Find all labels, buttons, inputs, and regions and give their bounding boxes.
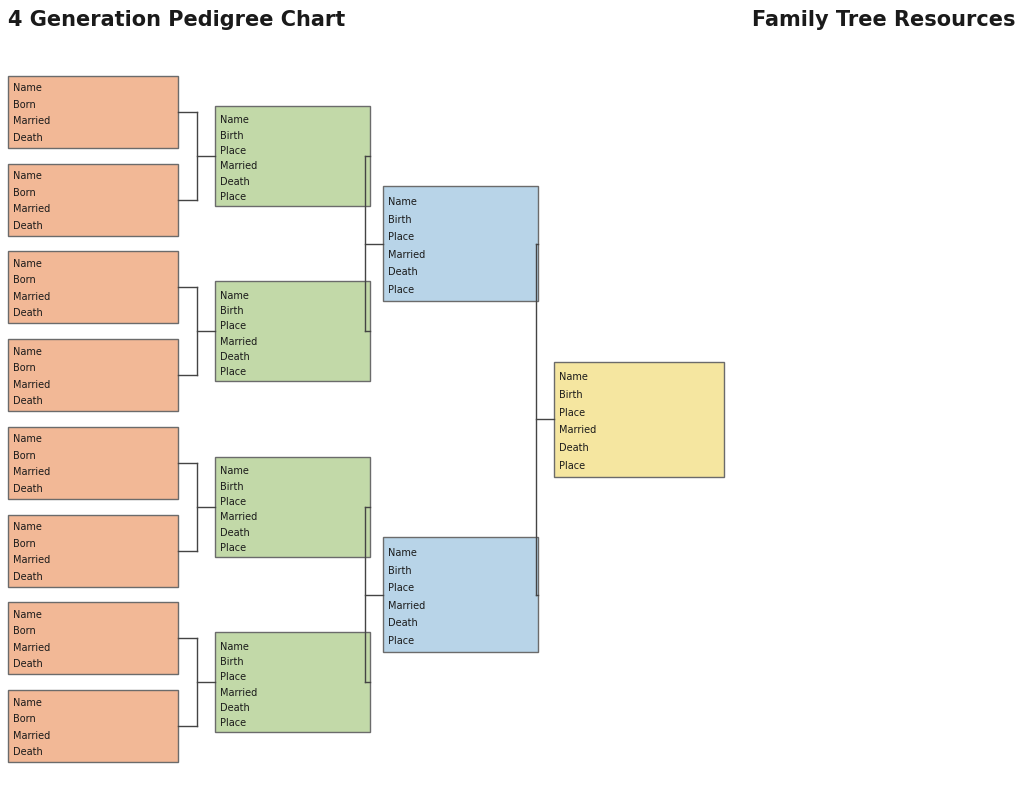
FancyBboxPatch shape bbox=[8, 603, 178, 675]
FancyBboxPatch shape bbox=[383, 537, 538, 652]
Text: Name: Name bbox=[559, 373, 588, 383]
Text: Death: Death bbox=[220, 703, 250, 713]
Text: Married: Married bbox=[13, 467, 50, 478]
Text: Birth: Birth bbox=[559, 390, 583, 400]
Text: Place: Place bbox=[220, 146, 246, 156]
Text: Death: Death bbox=[13, 747, 43, 757]
Text: Married: Married bbox=[388, 250, 425, 260]
Text: Born: Born bbox=[13, 187, 36, 198]
Text: Married: Married bbox=[220, 337, 257, 346]
FancyBboxPatch shape bbox=[8, 427, 178, 499]
Text: Married: Married bbox=[13, 380, 50, 390]
Text: Birth: Birth bbox=[388, 214, 412, 225]
FancyBboxPatch shape bbox=[8, 76, 178, 148]
Text: Place: Place bbox=[388, 636, 414, 646]
Text: Place: Place bbox=[220, 672, 246, 683]
Text: Death: Death bbox=[220, 352, 250, 362]
Text: Married: Married bbox=[13, 555, 50, 565]
Text: Death: Death bbox=[13, 660, 43, 669]
Text: Birth: Birth bbox=[388, 566, 412, 576]
Text: 4 Generation Pedigree Chart: 4 Generation Pedigree Chart bbox=[8, 10, 345, 30]
Text: Name: Name bbox=[220, 291, 249, 301]
FancyBboxPatch shape bbox=[215, 456, 370, 557]
Text: Death: Death bbox=[559, 443, 589, 453]
Text: Death: Death bbox=[388, 267, 418, 278]
Text: Death: Death bbox=[13, 308, 43, 319]
FancyBboxPatch shape bbox=[554, 361, 724, 476]
FancyBboxPatch shape bbox=[8, 252, 178, 324]
Text: Death: Death bbox=[220, 176, 250, 187]
FancyBboxPatch shape bbox=[215, 282, 370, 381]
Text: Born: Born bbox=[13, 539, 36, 549]
Text: Death: Death bbox=[388, 619, 418, 629]
Text: Name: Name bbox=[13, 259, 42, 269]
Text: Place: Place bbox=[388, 233, 414, 242]
Text: Name: Name bbox=[388, 548, 417, 558]
FancyBboxPatch shape bbox=[215, 106, 370, 206]
Text: Married: Married bbox=[13, 292, 50, 302]
Text: Married: Married bbox=[220, 513, 257, 522]
Text: Born: Born bbox=[13, 451, 36, 461]
Text: Married: Married bbox=[13, 643, 50, 653]
Text: Death: Death bbox=[220, 528, 250, 538]
Text: Place: Place bbox=[388, 583, 414, 593]
Text: Place: Place bbox=[559, 460, 585, 471]
Text: Birth: Birth bbox=[220, 482, 244, 492]
Text: Married: Married bbox=[220, 688, 257, 698]
Text: Name: Name bbox=[13, 171, 42, 181]
Text: Born: Born bbox=[13, 275, 36, 286]
Text: Name: Name bbox=[13, 346, 42, 357]
FancyBboxPatch shape bbox=[8, 164, 178, 236]
Text: Place: Place bbox=[559, 407, 585, 418]
Text: Born: Born bbox=[13, 714, 36, 724]
Text: Name: Name bbox=[388, 197, 417, 207]
Text: Married: Married bbox=[13, 731, 50, 740]
Text: Married: Married bbox=[388, 601, 425, 611]
Text: Place: Place bbox=[388, 285, 414, 295]
Text: Name: Name bbox=[13, 434, 42, 445]
Text: Name: Name bbox=[13, 83, 42, 93]
Text: Death: Death bbox=[13, 572, 43, 581]
Text: Married: Married bbox=[559, 426, 596, 435]
Text: Name: Name bbox=[13, 522, 42, 532]
Text: Married: Married bbox=[220, 161, 257, 172]
FancyBboxPatch shape bbox=[215, 632, 370, 732]
Text: Born: Born bbox=[13, 100, 36, 110]
Text: Death: Death bbox=[13, 396, 43, 407]
Text: Name: Name bbox=[220, 466, 249, 476]
Text: Place: Place bbox=[220, 321, 246, 331]
Text: Place: Place bbox=[220, 497, 246, 507]
Text: Birth: Birth bbox=[220, 657, 244, 667]
FancyBboxPatch shape bbox=[383, 186, 538, 301]
Text: Married: Married bbox=[13, 116, 50, 127]
Text: Name: Name bbox=[220, 642, 249, 652]
Text: Place: Place bbox=[220, 718, 246, 729]
Text: Born: Born bbox=[13, 626, 36, 636]
FancyBboxPatch shape bbox=[8, 339, 178, 411]
Text: Birth: Birth bbox=[220, 306, 244, 316]
Text: Death: Death bbox=[13, 221, 43, 231]
Text: Birth: Birth bbox=[220, 131, 244, 141]
Text: Place: Place bbox=[220, 543, 246, 553]
FancyBboxPatch shape bbox=[8, 690, 178, 762]
Text: Place: Place bbox=[220, 368, 246, 377]
Text: Name: Name bbox=[13, 698, 42, 707]
Text: Married: Married bbox=[13, 204, 50, 214]
Text: Death: Death bbox=[13, 133, 43, 143]
Text: Death: Death bbox=[13, 484, 43, 494]
Text: Born: Born bbox=[13, 363, 36, 373]
Text: Name: Name bbox=[220, 115, 249, 125]
FancyBboxPatch shape bbox=[8, 515, 178, 587]
Text: Place: Place bbox=[220, 192, 246, 202]
Text: Name: Name bbox=[13, 610, 42, 620]
Text: Family Tree Resources: Family Tree Resources bbox=[753, 10, 1016, 30]
